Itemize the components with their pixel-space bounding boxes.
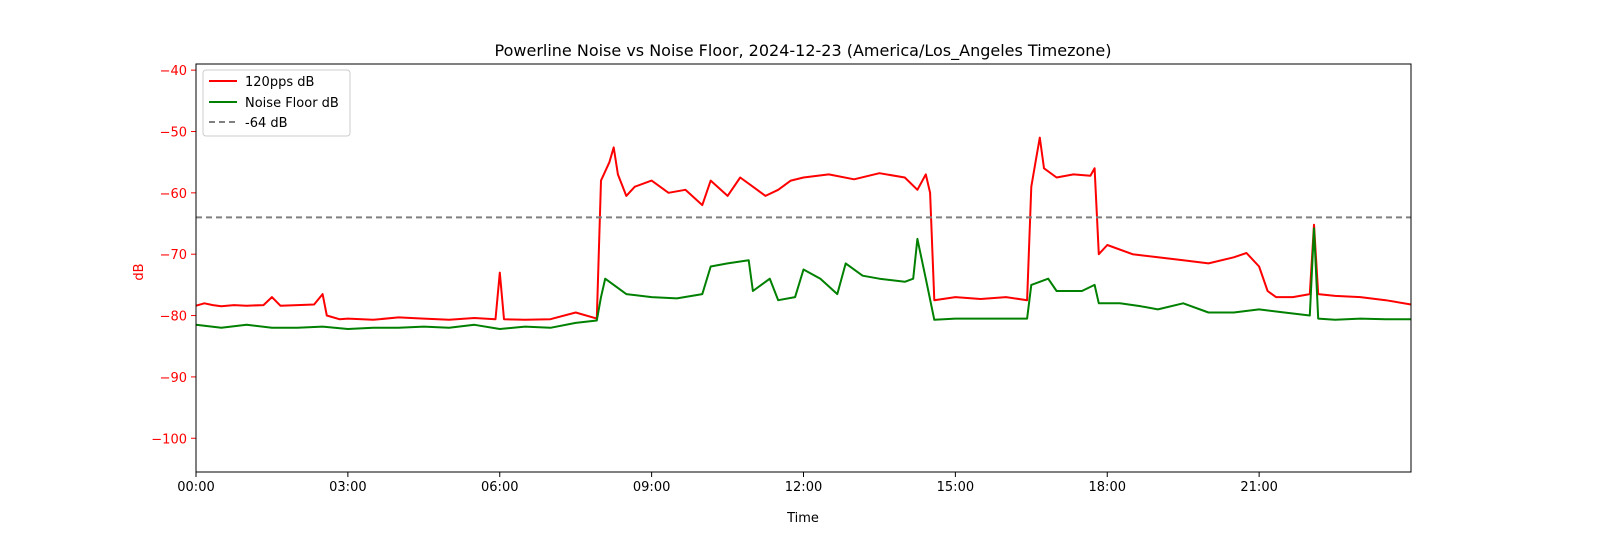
x-axis-ticks: 00:00 03:00 06:00 09:00 12:00 15:00 18:00 21:00: [177, 472, 1278, 495]
x-tick-label: 00:00: [177, 480, 214, 495]
legend-box: [202, 69, 351, 137]
legend-label-120pps: 120pps dB: [245, 75, 314, 90]
x-tick-label: 18:00: [1089, 480, 1126, 495]
legend-label-reference: -64 dB: [245, 116, 288, 131]
x-tick-label: 06:00: [481, 480, 518, 495]
y-axis-ticks: −40 −50 −60 −70 −80 −90 −100: [151, 64, 196, 447]
x-axis-label: Time: [786, 511, 819, 526]
plot-area: [195, 136, 1412, 330]
y-tick-label: −50: [160, 125, 187, 140]
y-tick-label: −60: [160, 187, 187, 202]
x-tick-label: 03:00: [329, 480, 366, 495]
chart-title: Powerline Noise vs Noise Floor, 2024-12-…: [495, 41, 1112, 61]
y-tick-label: −70: [160, 248, 187, 263]
x-tick-label: 09:00: [633, 480, 670, 495]
series-line-noise-floor: [195, 227, 1411, 330]
y-axis-label: dB: [132, 263, 147, 280]
y-tick-label: −80: [160, 310, 187, 325]
x-tick-label: 21:00: [1240, 480, 1277, 495]
plot-frame: [195, 63, 1412, 473]
legend: 120pps dB Noise Floor dB -64 dB: [202, 69, 351, 137]
y-tick-label: −90: [160, 371, 187, 386]
series-line-120pps: [195, 136, 1412, 321]
x-tick-label: 15:00: [937, 480, 974, 495]
legend-label-noise-floor: Noise Floor dB: [245, 96, 339, 111]
x-tick-label: 12:00: [785, 480, 822, 495]
y-tick-label: −40: [160, 64, 187, 79]
y-tick-label: −100: [151, 432, 187, 447]
